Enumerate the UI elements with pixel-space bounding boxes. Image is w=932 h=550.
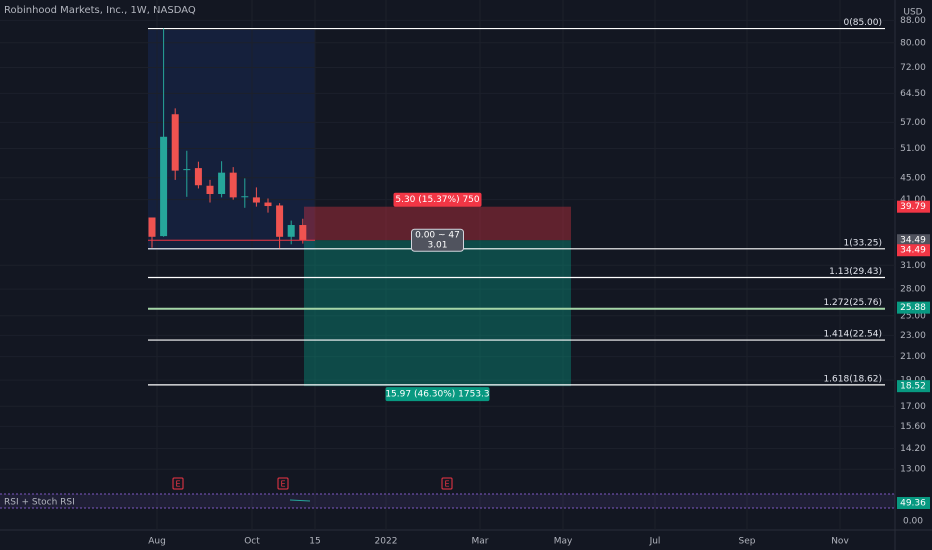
fib-label: 1.13(29.43): [829, 267, 882, 277]
price-tag: 34.49: [900, 246, 926, 256]
y-tick-label: 57.00: [900, 118, 926, 128]
y-tick-label: 17.00: [900, 402, 926, 412]
chart-title: Robinhood Markets, Inc., 1W, NASDAQ: [4, 5, 196, 16]
price-tag: 25.88: [900, 303, 926, 313]
price-tag-box: [897, 200, 930, 213]
y-tick-label: 14.20: [900, 444, 926, 454]
fib-label: 0(85.00): [843, 18, 882, 28]
x-tick-label: Aug: [148, 537, 166, 547]
y-tick-label: 45.00: [900, 173, 926, 183]
price-tag: 34.49: [900, 236, 926, 246]
y-tick-label: 23.00: [900, 331, 926, 341]
indicator-tag: 49.36: [900, 499, 926, 509]
target-zone: [304, 240, 571, 387]
y-tick-label: 72.00: [900, 63, 926, 73]
x-tick-label: 2022: [375, 537, 398, 547]
price-tag: 39.79: [900, 202, 926, 212]
candle-body: [264, 202, 272, 207]
fib-label: 1.414(22.54): [823, 330, 882, 340]
y-tick-label: 13.00: [900, 465, 926, 475]
center-label: 0.00 ~ 47: [415, 231, 460, 241]
y-tick-label: 64.50: [900, 89, 926, 99]
candle-body: [171, 114, 179, 171]
price-tag-box: [897, 380, 930, 393]
price-tag-box: [897, 301, 930, 314]
candle-body: [287, 225, 295, 237]
price-tag-box: [897, 244, 930, 257]
y-tick-label: 31.00: [900, 261, 926, 271]
candle-body: [252, 197, 260, 203]
candle-body: [194, 168, 202, 186]
indicator-tag-box: [897, 497, 930, 509]
center-box: [411, 228, 464, 252]
indicator-tick: 0.00: [903, 517, 923, 527]
event-box: [172, 477, 184, 490]
event-label: E: [280, 480, 285, 489]
candle-body: [206, 185, 214, 195]
price-tag: 18.52: [900, 382, 926, 392]
fib-label: 1(33.25): [843, 238, 882, 248]
candle-body: [299, 225, 307, 241]
fib-label: 1.618(18.62): [823, 374, 882, 384]
candle-body: [183, 169, 191, 171]
x-tick-label: Mar: [472, 537, 489, 547]
y-tick-label: 41.00: [900, 195, 926, 205]
price-tag-box: [897, 234, 930, 247]
center-label: 3.01: [427, 241, 447, 251]
y-tick-label: 25.00: [900, 311, 926, 321]
target-label: 15.97 (46.30%) 1753.3: [385, 390, 489, 400]
x-tick-label: May: [554, 537, 573, 547]
candle-body: [241, 196, 249, 198]
x-tick-label: Nov: [831, 537, 849, 547]
stop-label-box: [393, 192, 482, 207]
y-tick-label: 80.00: [900, 38, 926, 48]
indicator-line: [289, 499, 311, 502]
indicator-name: RSI + Stoch RSI: [4, 498, 75, 508]
fib-label: 1.272(25.76): [823, 298, 882, 308]
candle-body: [148, 217, 156, 237]
x-tick-label: Jul: [649, 537, 661, 547]
event-box: [277, 477, 289, 490]
currency: USD: [903, 8, 922, 18]
stop-label: 5.30 (15.37%) 750: [395, 195, 480, 205]
y-tick-label: 21.00: [900, 352, 926, 362]
y-tick-label: 28.00: [900, 285, 926, 295]
y-tick-label: 15.60: [900, 422, 926, 432]
event-label: E: [444, 480, 449, 489]
candle-body: [218, 172, 226, 195]
target-label-box: [385, 387, 490, 402]
event-label: E: [175, 480, 180, 489]
y-tick-label: 51.00: [900, 144, 926, 154]
y-tick-label: 88.00: [900, 16, 926, 26]
x-tick-label: Sep: [739, 537, 756, 547]
candle-body: [229, 172, 237, 198]
event-box: [441, 477, 453, 490]
candle-body: [276, 205, 284, 237]
candle-body: [160, 136, 168, 237]
x-tick-label: 15: [309, 537, 320, 547]
indicator-band: [0, 494, 895, 508]
x-tick-label: Oct: [244, 537, 260, 547]
